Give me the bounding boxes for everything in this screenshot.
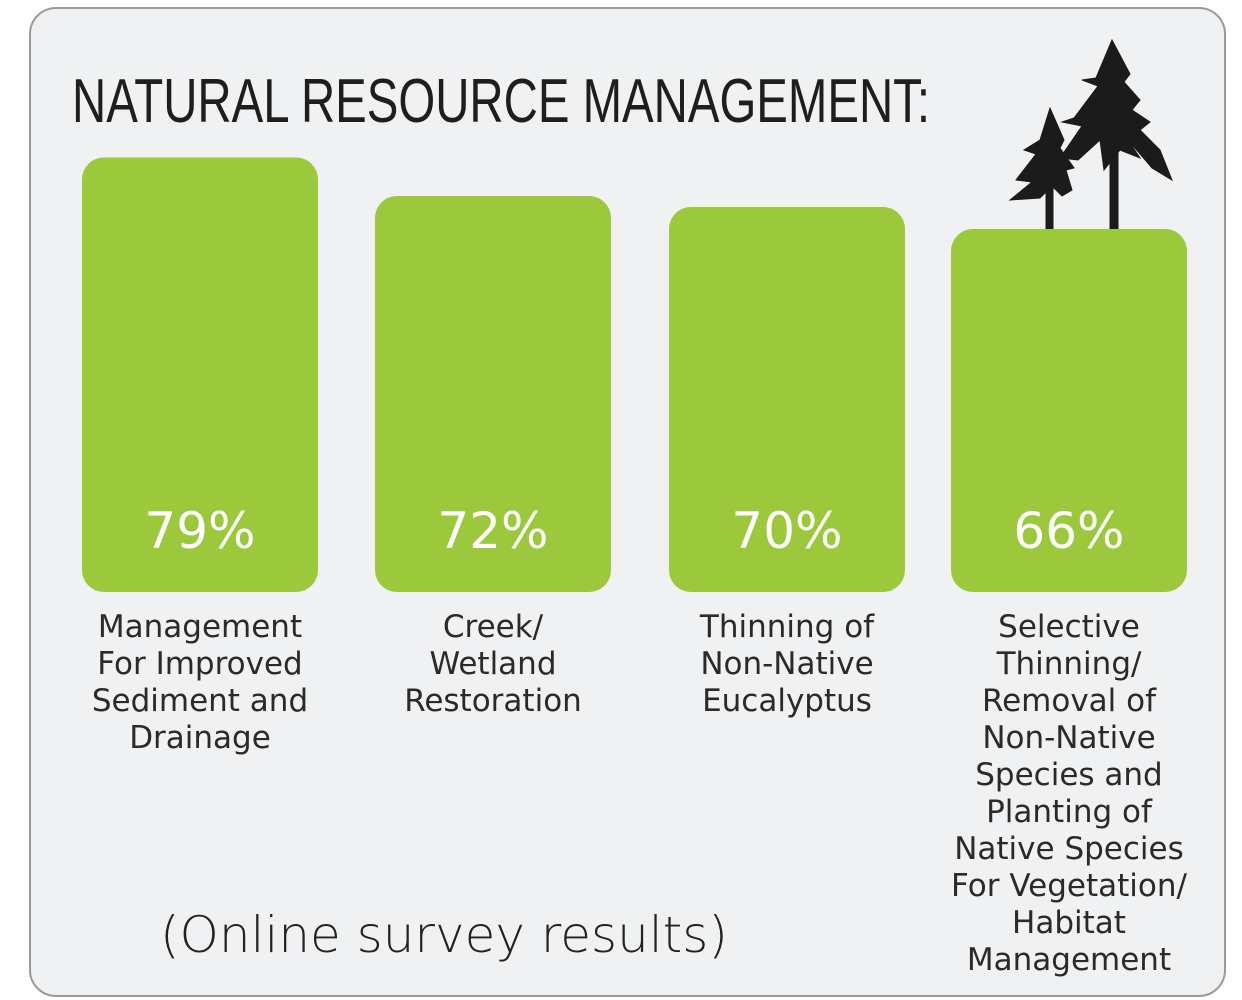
chart-title: NATURAL RESOURCE MANAGEMENT: bbox=[72, 67, 930, 136]
value-label: 72% bbox=[437, 502, 548, 560]
value-label: 66% bbox=[1013, 502, 1124, 560]
value-label: 79% bbox=[144, 502, 255, 560]
chart: NATURAL RESOURCE MANAGEMENT: (Online sur… bbox=[0, 0, 1242, 1000]
page: {"chart_data": {"type": "bar", "title": … bbox=[0, 0, 1242, 1000]
note: (Online survey results) bbox=[160, 906, 728, 964]
value-label: 70% bbox=[731, 502, 842, 560]
